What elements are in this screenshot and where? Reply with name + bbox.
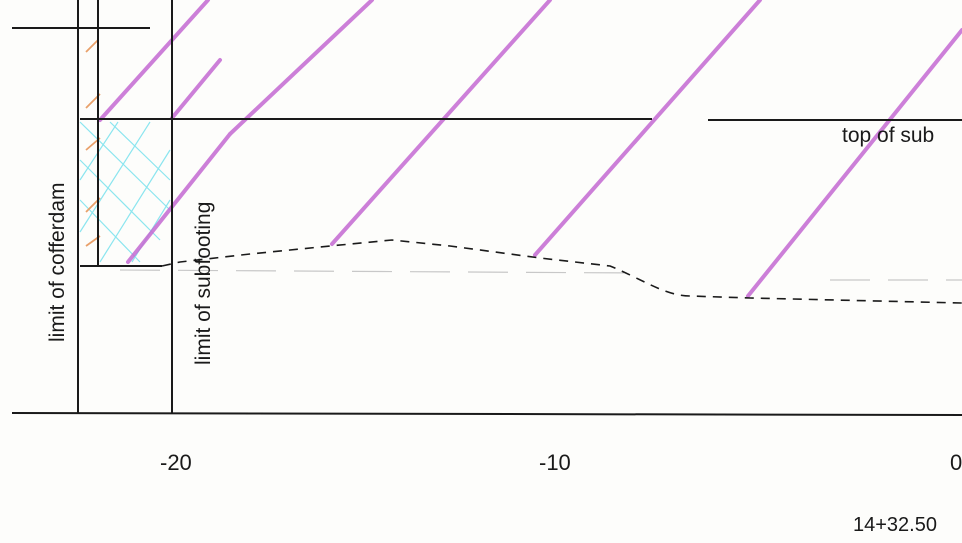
tick-label-neg10: -10 — [539, 450, 571, 475]
tick-label-0: 0 — [950, 450, 962, 475]
cofferdam-cyan-hatch — [79, 121, 171, 263]
existing-ground-dashed — [161, 239, 962, 304]
structural-lines — [11, 0, 962, 416]
faint-reference-line — [119, 269, 962, 281]
limit-of-subfooting-label: limit of subfooting — [192, 201, 215, 365]
station-label: 14+32.50 — [853, 514, 937, 536]
tick-label-neg20: -20 — [160, 450, 192, 475]
limit-of-cofferdam-label: limit of cofferdam — [46, 182, 69, 343]
magenta-hatch — [98, 0, 962, 298]
top-of-sub-label: top of sub — [842, 124, 935, 147]
